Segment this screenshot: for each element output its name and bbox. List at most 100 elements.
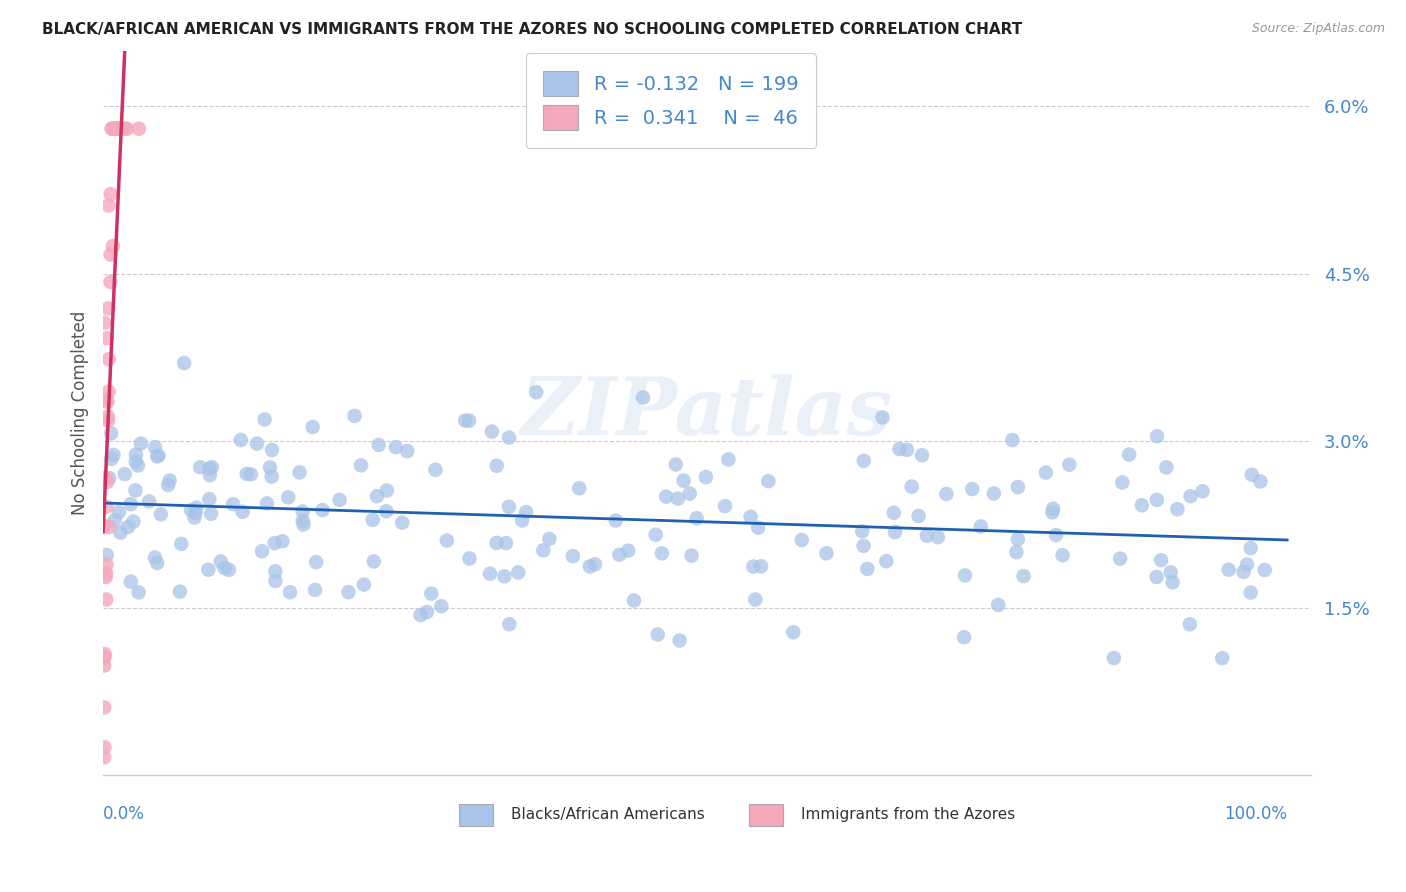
Point (143, 440, 166, 454)
Point (97, 413, 120, 427)
Point (108, 121, 131, 136)
Point (1240, 541, 1263, 556)
Text: 100.0%: 100.0% (1225, 805, 1286, 823)
Point (672, 474, 695, 488)
Point (329, 492, 352, 507)
Point (1111, 475, 1133, 490)
Point (983, 486, 1005, 500)
Point (209, 554, 232, 568)
Point (524, 385, 547, 400)
Point (927, 530, 949, 544)
Point (436, 533, 458, 548)
Point (1191, 484, 1213, 499)
Point (1146, 429, 1168, 443)
Point (157, 478, 180, 492)
Point (100, 451, 122, 466)
Point (896, 442, 918, 457)
Point (173, 356, 195, 370)
Point (605, 514, 627, 528)
Point (124, 483, 146, 498)
Point (93, 700, 115, 714)
Text: Source: ZipAtlas.com: Source: ZipAtlas.com (1251, 22, 1385, 36)
Point (875, 554, 897, 568)
Point (93, 518, 115, 533)
Point (138, 494, 160, 508)
Point (481, 425, 503, 439)
Point (366, 489, 388, 503)
Point (94, 570, 117, 584)
Point (740, 509, 762, 524)
Point (159, 474, 181, 488)
Point (127, 458, 149, 473)
Point (749, 559, 772, 574)
Point (1211, 651, 1233, 665)
Point (515, 505, 537, 519)
Point (1249, 475, 1271, 489)
Point (170, 537, 193, 551)
Point (1102, 651, 1125, 665)
Point (96, 331, 118, 345)
Point (367, 438, 389, 452)
Point (498, 500, 520, 514)
Point (197, 563, 219, 577)
Point (311, 503, 333, 517)
Point (93, 316, 115, 330)
Point (907, 508, 929, 523)
Point (498, 617, 520, 632)
Point (105, 121, 128, 136)
Point (104, 121, 127, 136)
Point (420, 587, 443, 601)
Point (107, 121, 129, 136)
Point (1059, 458, 1081, 472)
Point (337, 585, 360, 599)
Point (987, 598, 1010, 612)
Point (104, 121, 127, 136)
Point (186, 500, 208, 515)
Point (494, 569, 516, 583)
Point (717, 452, 740, 467)
Text: ZIPatlas: ZIPatlas (520, 374, 893, 451)
Point (1005, 545, 1028, 559)
Point (304, 582, 326, 597)
Point (101, 121, 124, 136)
Point (495, 536, 517, 550)
Point (915, 529, 938, 543)
Point (1232, 565, 1254, 579)
Point (94, 472, 117, 486)
Point (110, 121, 132, 136)
Point (363, 554, 385, 568)
Point (1052, 548, 1074, 562)
Point (93, 647, 115, 661)
Point (962, 482, 984, 496)
Point (250, 544, 273, 558)
Point (714, 499, 737, 513)
Point (889, 442, 911, 456)
Point (101, 239, 124, 253)
Point (485, 458, 508, 473)
Point (188, 460, 211, 475)
Point (93, 650, 115, 665)
Point (218, 563, 240, 577)
Point (169, 584, 191, 599)
Point (110, 525, 132, 540)
Point (852, 454, 875, 468)
Point (756, 474, 779, 488)
Point (935, 487, 957, 501)
Point (146, 450, 169, 464)
Point (128, 121, 150, 136)
Point (531, 543, 554, 558)
Point (277, 490, 299, 504)
Point (146, 556, 169, 570)
Point (681, 549, 703, 563)
Point (125, 448, 148, 462)
Point (93, 740, 115, 755)
Point (100, 426, 122, 441)
Point (1156, 460, 1178, 475)
Point (301, 420, 323, 434)
Point (292, 517, 315, 532)
Point (97, 198, 120, 212)
Point (305, 555, 328, 569)
Point (96, 392, 118, 407)
Point (201, 460, 224, 475)
Point (623, 593, 645, 607)
